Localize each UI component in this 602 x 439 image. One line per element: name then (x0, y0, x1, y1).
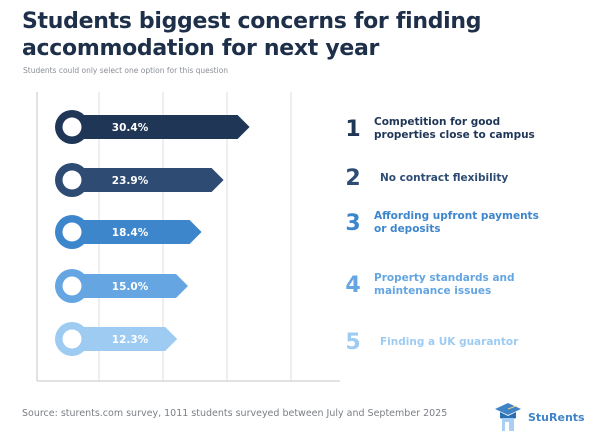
legend-label-line: Finding a UK guarantor (380, 336, 519, 348)
legend-label: Property standards and maintenance issues (374, 272, 554, 298)
sturents-logo: StuRents (494, 401, 585, 433)
bar-value-label: 15.0% (112, 281, 149, 293)
graduation-cap-icon (495, 403, 521, 431)
legend-label: Affording upfront payments or deposits (374, 210, 554, 236)
bar-body (72, 115, 250, 139)
legend-label: Finding a UK guarantor (380, 336, 560, 349)
legend-label-line: Affording upfront payments (374, 210, 539, 222)
legend-label-line: maintenance issues (374, 285, 492, 297)
bar-value-label: 30.4% (112, 122, 149, 134)
legend-item: 1 Competition for good properties close to… (338, 116, 554, 142)
bar-2: 23.9% (55, 163, 224, 197)
bar-value-label: 18.4% (112, 227, 149, 239)
bar-hole (62, 222, 82, 242)
bar-value-label: 23.9% (112, 175, 149, 187)
bar-body (72, 168, 224, 192)
brand-name: StuRents (528, 410, 585, 424)
bar-1: 30.4% (55, 110, 250, 144)
bar-hole (62, 117, 82, 137)
chart-title: Students biggest concerns for finding ac… (22, 9, 482, 61)
bar-value-label: 12.3% (112, 334, 149, 346)
legend-label: Competition for good properties close to … (374, 116, 554, 142)
bar-body (72, 274, 188, 298)
legend-rank: 1 (345, 116, 361, 142)
legend-label-line: or deposits (374, 223, 441, 235)
legend-rank: 4 (345, 272, 361, 298)
bar-hole (62, 329, 82, 349)
bar-hole (62, 170, 82, 190)
legend-item: 2 No contract flexibility (338, 166, 560, 191)
bar-4: 15.0% (55, 269, 188, 303)
chart-subtitle: Students could only select one option fo… (23, 66, 229, 75)
legend-item: 3 Affording upfront payments or deposits (338, 210, 554, 236)
legend-item: 4 Property standards and maintenance issue… (338, 272, 554, 298)
bar-hole (62, 276, 82, 296)
bar-body (72, 327, 178, 351)
source-note: Source: sturents.com survey, 1011 studen… (22, 408, 448, 419)
legend-label-line: Competition for good (374, 116, 501, 128)
bars: 30.4% 23.9% 18.4% 15.0% 12.3% (55, 110, 250, 356)
legend-item: 5 Finding a UK guarantor (338, 330, 560, 355)
legend-rank: 3 (345, 210, 361, 236)
bar-body (72, 220, 202, 244)
legend-rank: 2 (345, 166, 361, 191)
legend-label-line: properties close to campus (374, 129, 535, 141)
bar-3: 18.4% (55, 215, 202, 249)
bar-5: 12.3% (55, 322, 178, 356)
legend-rank: 5 (345, 330, 361, 355)
legend-label-line: Property standards and (374, 272, 515, 284)
legend-label-line: No contract flexibility (380, 172, 509, 184)
legend-label: No contract flexibility (380, 172, 560, 185)
